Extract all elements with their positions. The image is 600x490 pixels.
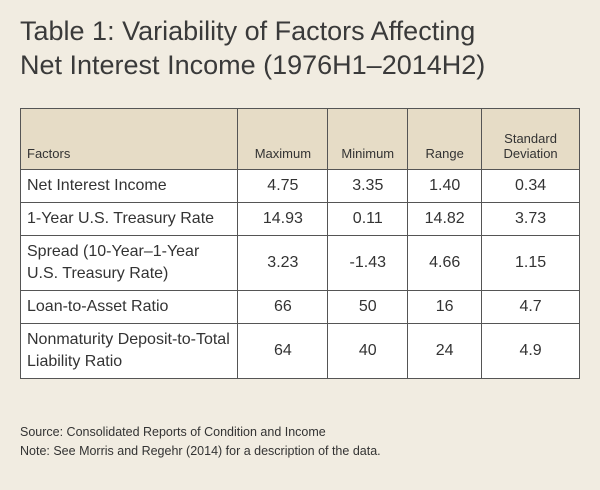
row-label: Loan-to-Asset Ratio — [19, 290, 239, 324]
cell: 66 — [237, 290, 329, 324]
column-header: Minimum — [327, 108, 409, 170]
column-header: Range — [407, 108, 483, 170]
table-row: Nonmaturity Deposit-to-Total Liability R… — [19, 323, 580, 379]
cell: 4.66 — [407, 235, 483, 291]
cell: -1.43 — [327, 235, 409, 291]
row-label: Net Interest Income — [19, 169, 239, 203]
note: Note: See Morris and Regehr (2014) for a… — [20, 444, 381, 458]
title: Table 1: Variability of Factors Affectin… — [20, 14, 485, 82]
cell: 14.82 — [407, 202, 483, 236]
cell: 1.15 — [481, 235, 580, 291]
column-header: Standard Deviation — [481, 108, 580, 170]
data-table: Factors Maximum Minimum Range Standard Devia… — [19, 108, 580, 379]
cell: 40 — [327, 323, 409, 379]
cell: 3.35 — [327, 169, 409, 203]
note: Source: Consolidated Reports of Conditio… — [20, 425, 326, 439]
cell: 0.11 — [327, 202, 409, 236]
cell: 3.23 — [237, 235, 329, 291]
header-row: Factors Maximum Minimum Range Standard Devia… — [19, 108, 580, 170]
cell: 4.7 — [481, 290, 580, 324]
title-line: Table 1: Variability of Factors Affectin… — [20, 16, 476, 46]
cell: 14.93 — [237, 202, 329, 236]
table-row: Net Interest Income 4.75 3.35 1.40 0.34 — [19, 169, 580, 203]
table-row: 1-Year U.S. Treasury Rate 14.93 0.11 14.82 3… — [19, 202, 580, 236]
column-header: Factors — [19, 108, 239, 170]
cell: 4.75 — [237, 169, 329, 203]
title-line: Net Interest Income (1976H1–2014H2) — [20, 50, 486, 80]
column-header: Maximum — [237, 108, 329, 170]
cell: 0.34 — [481, 169, 580, 203]
row-label: 1-Year U.S. Treasury Rate — [19, 202, 239, 236]
table-body: Net Interest Income 4.75 3.35 1.40 0.34 1-Yea… — [19, 169, 580, 379]
cell: 4.9 — [481, 323, 580, 379]
row-label: Nonmaturity Deposit-to-Total Liability R… — [19, 323, 239, 379]
cell: 64 — [237, 323, 329, 379]
row-label: Spread (10-Year–1-Year U.S. Treasury Rat… — [19, 235, 239, 291]
cell: 1.40 — [407, 169, 483, 203]
table-row: Loan-to-Asset Ratio 66 50 16 4.7 — [19, 290, 580, 324]
cell: 24 — [407, 323, 483, 379]
cell: 50 — [327, 290, 409, 324]
notes: Source: Consolidated Reports of Conditio… — [20, 423, 381, 461]
cell: 16 — [407, 290, 483, 324]
table-row: Spread (10-Year–1-Year U.S. Treasury Rat… — [19, 235, 580, 291]
cell: 3.73 — [481, 202, 580, 236]
